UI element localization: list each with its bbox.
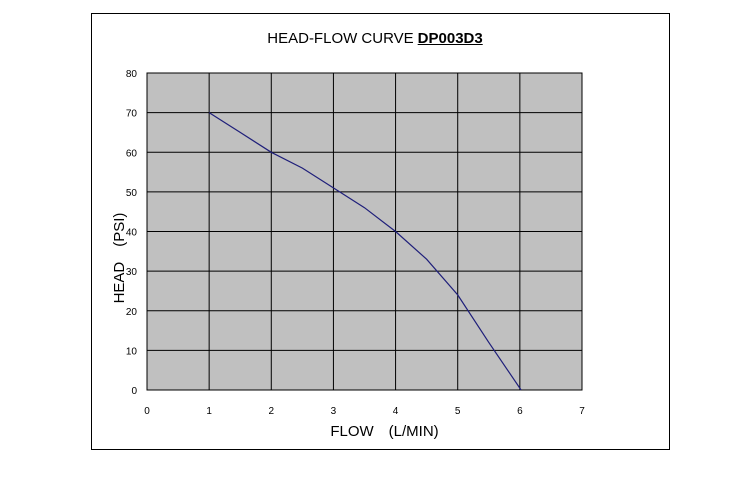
y-tick-label: 30 — [126, 267, 138, 278]
y-tick-label: 40 — [126, 228, 138, 239]
x-tick-label: 2 — [269, 406, 275, 417]
x-tick-label: 1 — [206, 406, 212, 417]
y-tick-label: 0 — [131, 386, 137, 397]
chart-title: HEAD-FLOW CURVE DP003D3 — [0, 30, 750, 47]
x-tick-label: 6 — [517, 406, 523, 417]
x-tick-label: 4 — [393, 406, 399, 417]
head-flow-curve-line — [208, 112, 522, 391]
grid-lines — [146, 72, 583, 391]
x-tick-label: 0 — [144, 406, 150, 417]
y-tick-label: 20 — [126, 307, 138, 318]
chart-model-name: DP003D3 — [417, 30, 483, 47]
y-tick-label: 80 — [126, 69, 138, 80]
y-tick-label: 10 — [126, 346, 138, 357]
y-tick-label: 70 — [126, 109, 138, 120]
y-tick-label: 50 — [126, 188, 138, 199]
x-axis-label: FLOW (L/MIN) — [330, 423, 438, 440]
y-tick-label: 60 — [126, 148, 138, 159]
chart-title-text: HEAD-FLOW CURVE — [267, 30, 414, 47]
x-tick-label: 3 — [331, 406, 337, 417]
x-tick-label: 7 — [579, 406, 585, 417]
y-axis-label: HEAD (PSI) — [111, 213, 128, 304]
x-tick-label: 5 — [455, 406, 461, 417]
x-tick-labels: 0 1 2 3 4 5 6 7 — [144, 406, 585, 417]
y-tick-labels: 0 10 20 30 40 50 60 70 80 — [126, 69, 138, 397]
